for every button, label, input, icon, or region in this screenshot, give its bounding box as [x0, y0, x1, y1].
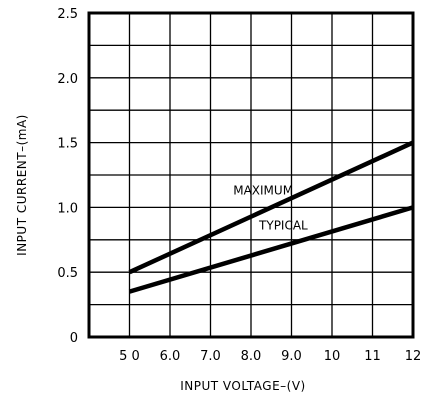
- x-tick-label: 8.0: [241, 349, 262, 364]
- y-tick-label: 2.0: [57, 72, 78, 87]
- annotation-maximum: MAXIMUM: [233, 183, 293, 197]
- x-tick-label: 9.0: [281, 349, 302, 364]
- y-tick-label: 1.5: [57, 137, 78, 152]
- y-tick-label: 1.0: [57, 201, 78, 216]
- series-line-maximum: [128, 140, 414, 275]
- y-tick-label: 0: [70, 331, 78, 346]
- y-tick-label: 0.5: [57, 266, 78, 281]
- x-tick-label: 5 0: [119, 349, 140, 364]
- plot-frame: [87, 11, 415, 339]
- grid: [89, 13, 413, 337]
- series-line-typical: [128, 205, 414, 294]
- x-tick-labels: 5 0 6.0 7.0 8.0 9.0 10 11 12: [119, 349, 421, 364]
- x-tick-label: 6.0: [160, 349, 181, 364]
- x-tick-label: 10: [324, 349, 341, 364]
- y-axis-label: INPUT CURRENT–(mA): [15, 114, 29, 256]
- x-tick-label: 7.0: [200, 349, 221, 364]
- x-tick-label: 12: [405, 349, 422, 364]
- x-tick-label: 11: [364, 349, 381, 364]
- y-tick-labels: 0 0.5 1.0 1.5 2.0 2.5: [57, 7, 78, 346]
- x-axis-label: INPUT VOLTAGE–(V): [180, 379, 306, 393]
- annotations: MAXIMUM TYPICAL: [233, 183, 308, 232]
- annotation-typical: TYPICAL: [258, 218, 308, 232]
- series-group: [128, 140, 414, 294]
- y-tick-label: 2.5: [57, 7, 78, 22]
